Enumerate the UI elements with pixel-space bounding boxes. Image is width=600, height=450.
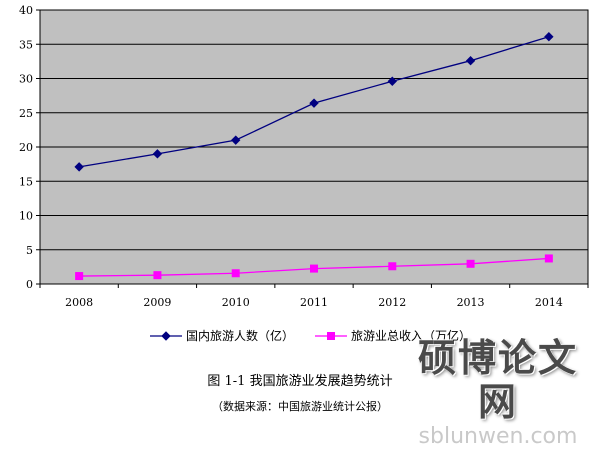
y-tick-label: 0	[26, 278, 33, 291]
y-tick-label: 20	[19, 141, 33, 154]
legend-item: 国内旅游人数（亿）	[150, 328, 294, 343]
data-point	[153, 271, 162, 280]
figure-caption: 图 1-1 我国旅游业发展趋势统计	[207, 374, 393, 389]
data-point	[231, 269, 240, 278]
x-tick-label: 2012	[378, 296, 406, 309]
axes: 0 5 10 15 20 25 30 35 40 2008 2009 2010 2011 2012 2013…	[19, 4, 589, 309]
plot-border	[39, 9, 589, 285]
data-point	[231, 135, 241, 145]
y-tick-label: 40	[19, 4, 33, 17]
x-tick-label: 2011	[300, 296, 328, 309]
x-tick-label: 2010	[222, 296, 250, 309]
data-source-note: （数据来源：中国旅游业统计公报）	[212, 400, 388, 413]
line-chart: 0 5 10 15 20 25 30 35 40 2008 2009 2010 2011 2012 2013…	[19, 4, 589, 343]
series	[74, 32, 554, 281]
legend-item: 旅游业总收入（万亿）	[315, 328, 471, 343]
y-tick-label: 15	[19, 175, 33, 188]
data-point	[465, 55, 476, 66]
data-point	[466, 259, 475, 268]
x-tick-label: 2013	[457, 296, 485, 309]
watermark-url: sblunwen.com	[418, 424, 578, 449]
y-tick-label: 25	[19, 107, 33, 120]
legend-label: 旅游业总收入（万亿）	[351, 328, 471, 343]
x-tick-label: 2009	[143, 296, 171, 309]
data-point	[75, 272, 84, 281]
x-tick-label: 2008	[65, 296, 93, 309]
y-tick-label: 5	[26, 244, 33, 257]
y-tick-label: 30	[19, 73, 33, 86]
legend-marker	[161, 331, 171, 341]
data-point	[310, 264, 318, 273]
legend-marker	[327, 332, 335, 340]
data-point	[152, 149, 163, 159]
series-1	[74, 32, 554, 172]
x-tick-label: 2014	[535, 296, 563, 309]
data-point	[74, 162, 84, 172]
series-2	[75, 254, 553, 281]
data-point	[544, 254, 553, 263]
y-tick-label: 10	[19, 210, 33, 223]
data-point	[388, 262, 397, 271]
data-point	[387, 76, 397, 86]
data-point	[544, 32, 554, 42]
data-point	[309, 98, 319, 108]
y-tick-label: 35	[19, 38, 33, 51]
legend: 国内旅游人数（亿） 旅游业总收入（万亿）	[150, 328, 471, 343]
legend-label: 国内旅游人数（亿）	[186, 328, 294, 343]
